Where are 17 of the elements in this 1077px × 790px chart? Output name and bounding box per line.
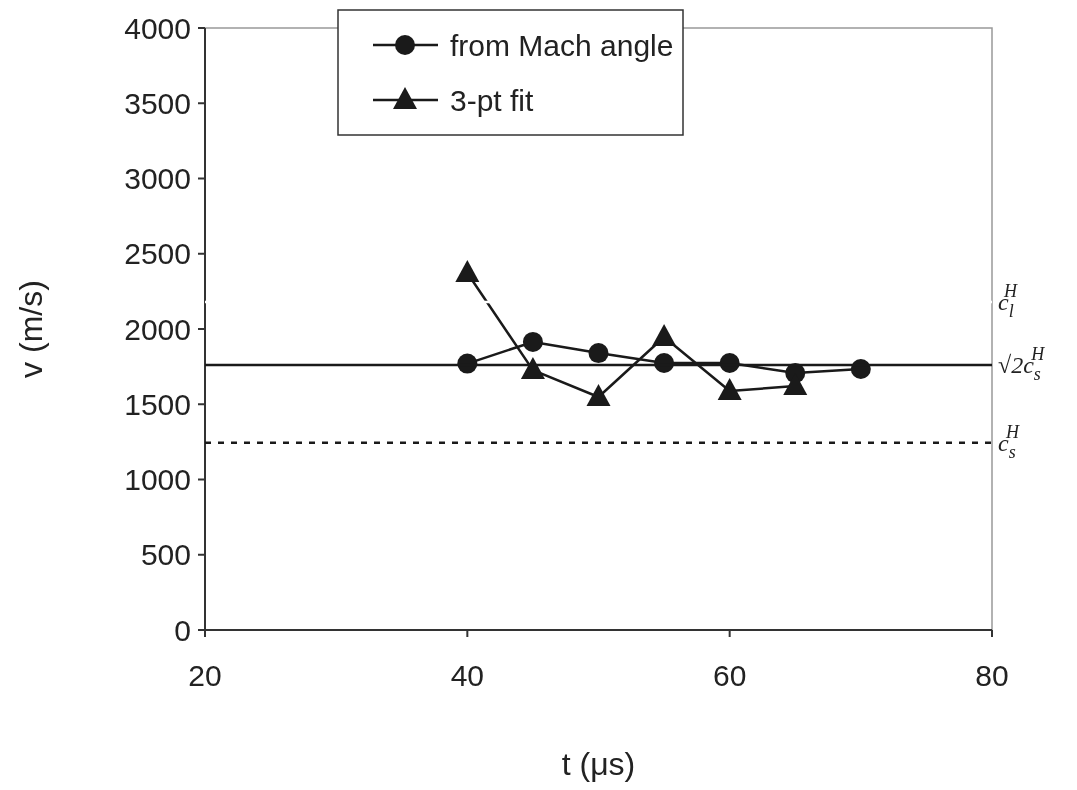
y-tick-label: 1000 <box>124 463 191 496</box>
y-tick-label: 3500 <box>124 86 191 120</box>
x-axis-title: t (μs) <box>561 746 636 782</box>
x-tick-label: 20 <box>188 658 222 692</box>
y-tick-label: 0 <box>174 613 191 647</box>
y-tick-label: 4000 <box>124 11 191 45</box>
y-tick-label: 3000 <box>124 162 191 195</box>
x-tick-label: 40 <box>450 658 485 692</box>
y-tick-label: 1500 <box>124 387 191 421</box>
y-axis-title: v (m/s) <box>13 280 49 378</box>
y-tick-label: 2500 <box>124 237 191 271</box>
y-tick-label: 500 <box>140 538 191 572</box>
y-tick-label: 2000 <box>124 312 191 346</box>
legend-label: from Mach angle <box>450 28 674 62</box>
legend-label: 3-pt fit <box>450 83 535 117</box>
x-tick-label: 80 <box>975 658 1009 692</box>
x-tick-label: 60 <box>712 658 747 692</box>
